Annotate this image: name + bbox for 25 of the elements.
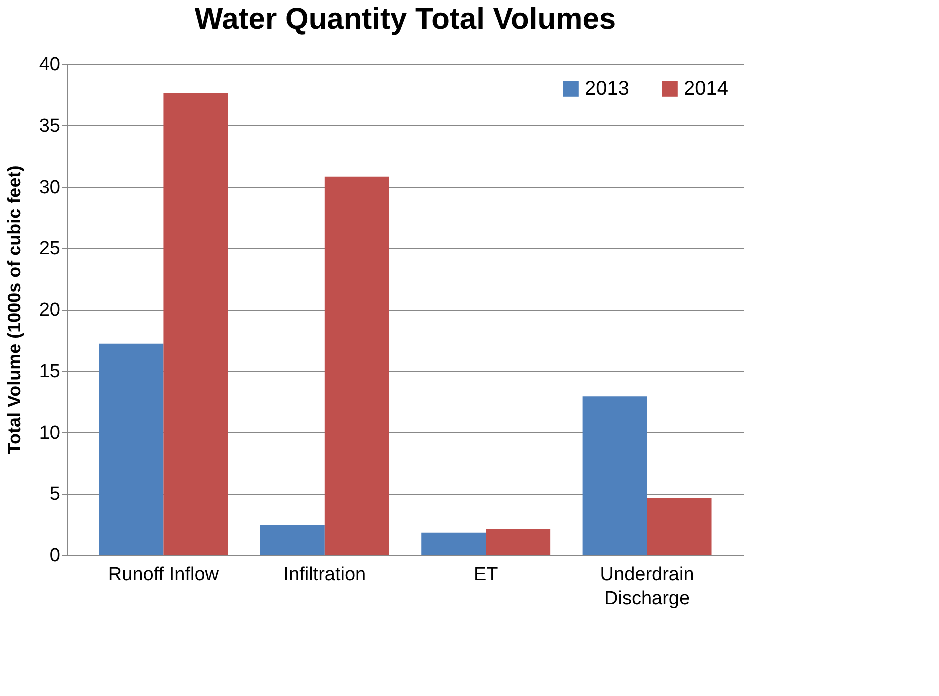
x-tick-label: ET xyxy=(474,564,499,586)
x-tick-label: Underdrain Discharge xyxy=(600,564,694,610)
y-tick-label: 25 xyxy=(39,238,60,260)
legend-label: 2013 xyxy=(585,78,630,100)
legend-label: 2014 xyxy=(684,78,728,100)
y-axis-title: Total Volume (1000s of cubic feet) xyxy=(4,166,24,454)
bar xyxy=(647,498,712,555)
bar xyxy=(422,532,486,555)
y-tick-label: 10 xyxy=(39,422,60,444)
bar xyxy=(486,529,551,555)
x-tick-label: Infiltration xyxy=(284,564,366,586)
x-tick-label: Runoff Inflow xyxy=(108,564,220,586)
y-tick-label: 30 xyxy=(39,177,60,198)
bar xyxy=(164,93,228,555)
y-tick-label: 5 xyxy=(50,484,60,506)
bar xyxy=(582,396,648,555)
y-tick-label: 0 xyxy=(50,546,60,566)
bar xyxy=(99,344,164,555)
bar xyxy=(260,526,325,555)
chart-title: Water Quantity Total Volumes xyxy=(194,3,616,36)
y-tick-label: 20 xyxy=(39,300,60,321)
y-tick-label: 35 xyxy=(39,116,60,137)
y-tick-label: 40 xyxy=(39,54,60,76)
y-tick-label: 15 xyxy=(39,361,60,382)
bar xyxy=(324,176,390,555)
